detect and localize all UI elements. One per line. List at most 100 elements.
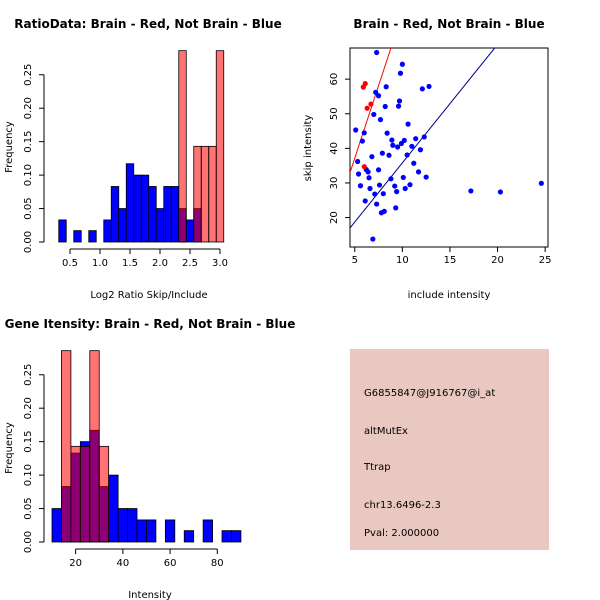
chart1-bar-brain-4 xyxy=(208,145,217,243)
scatter-point-not-brain-30 xyxy=(388,176,394,182)
chart1-bar-not-brain-14 xyxy=(163,186,172,243)
chart3-x-tick-label: 20 xyxy=(69,558,82,569)
scatter-point-not-brain-51 xyxy=(415,169,422,175)
chart1-bar-not-brain-11 xyxy=(140,174,150,243)
chart1-bar-not-brain-2 xyxy=(73,230,82,243)
chart1-y-tick-label: 0.15 xyxy=(23,131,34,153)
location-text: chr13.6496-2.3 xyxy=(364,500,441,511)
chart2-y-tick-label: 60 xyxy=(329,73,340,86)
chart1-bar-not-brain-8 xyxy=(118,208,127,243)
chart1-xlabel: Log2 Ratio Skip/Include xyxy=(90,290,207,301)
scatter-point-brain-4 xyxy=(361,164,367,170)
chart3-x-tick-label: 60 xyxy=(164,558,177,569)
chart1-bar-brain-0 xyxy=(178,50,187,243)
chart1-bar-brain-3 xyxy=(200,145,210,243)
scatter-point-not-brain-24 xyxy=(380,191,386,197)
scatter-point-not-brain-55 xyxy=(423,174,429,180)
scatter-point-not-brain-6 xyxy=(362,198,368,204)
scatter-point-not-brain-58 xyxy=(497,189,504,195)
chart1-y-tick-label: 0.05 xyxy=(23,197,34,219)
scatter-point-not-brain-53 xyxy=(419,86,425,92)
chart1-y-tick-label: 0.00 xyxy=(23,231,34,253)
chart2-x-tick-label: 25 xyxy=(539,255,552,266)
scatter-point-not-brain-37 xyxy=(395,103,402,109)
scatter-point-not-brain-42 xyxy=(400,174,406,181)
scatter-point-not-brain-17 xyxy=(374,49,380,56)
scatter-point-not-brain-12 xyxy=(370,236,376,242)
chart3-y-tick-label: 0.10 xyxy=(23,464,34,486)
chart3-x-tick-label: 80 xyxy=(211,558,224,569)
chart1-bar-not-brain-6 xyxy=(103,219,112,243)
chart1-x-tick-label: 3.0 xyxy=(212,258,228,269)
scatter-point-not-brain-11 xyxy=(369,154,375,160)
scatter-point-not-brain-32 xyxy=(390,142,396,148)
scatter-point-not-brain-20 xyxy=(376,182,383,188)
chart3-bar-not-brain-0 xyxy=(51,508,62,543)
chart1-bar-not-brain-17 xyxy=(185,219,195,243)
scatter-point-not-brain-45 xyxy=(404,152,410,158)
chart3-bar-brain-4 xyxy=(98,445,110,543)
chart1-title: RatioData: Brain - Red, Not Brain - Blue xyxy=(14,17,281,31)
chart2-y-tick-label: 20 xyxy=(329,211,340,224)
info-panel: G6855847@J916767@i_at altMutEx Ttrap chr… xyxy=(350,349,549,550)
chart1-bar-not-brain-10 xyxy=(133,174,142,243)
scatter-point-not-brain-54 xyxy=(421,134,427,140)
scatter-point-not-brain-49 xyxy=(411,160,417,166)
chart2-title: Brain - Red, Not Brain - Blue xyxy=(353,17,544,31)
scatter-point-not-brain-18 xyxy=(375,167,382,173)
chart2-xlabel: include intensity xyxy=(408,290,491,301)
scatter-point-not-brain-19 xyxy=(375,93,382,99)
scatter-point-not-brain-34 xyxy=(393,205,399,211)
scatter-point-not-brain-8 xyxy=(365,169,371,175)
scatter-point-not-brain-36 xyxy=(394,144,401,150)
scatter-point-not-brain-21 xyxy=(377,117,384,123)
chart3-y-tick-label: 0.00 xyxy=(23,531,34,553)
scatter-point-not-brain-52 xyxy=(417,147,424,153)
chart1-x-tick-label: 0.5 xyxy=(62,258,78,269)
event-type-text: altMutEx xyxy=(364,426,408,437)
chart3-bar-not-brain-12 xyxy=(164,519,176,543)
gene-intensity-histogram: Gene Itensity: Brain - Red, Not Brain - … xyxy=(4,317,295,600)
scatter-point-not-brain-56 xyxy=(426,83,432,90)
chart2-y-tick-label: 40 xyxy=(329,142,340,155)
scatter-point-not-brain-33 xyxy=(392,183,398,189)
chart3-y-tick-label: 0.05 xyxy=(23,497,34,519)
chart1-x-tick-label: 1.5 xyxy=(122,258,138,269)
chart2-x-tick-label: 15 xyxy=(444,255,457,266)
chart2-y-tick-label: 50 xyxy=(329,107,340,120)
scatter-point-not-brain-26 xyxy=(382,103,388,110)
scatter-point-not-brain-35 xyxy=(394,189,400,195)
chart3-title: Gene Itensity: Brain - Red, Not Brain - … xyxy=(5,317,296,331)
chart1-ylabel: Frequency xyxy=(4,121,15,173)
scatter-point-brain-2 xyxy=(364,105,370,111)
chart3-bar-brain-0 xyxy=(61,350,72,543)
scatter-point-not-brain-29 xyxy=(386,152,392,158)
probe-id-text: G6855847@J916767@i_at xyxy=(364,388,495,399)
chart1-x-tick-label: 1.0 xyxy=(92,258,108,269)
chart1-bar-not-brain-4 xyxy=(88,230,97,243)
chart3-bar-not-brain-16 xyxy=(202,519,213,543)
info-panel-background xyxy=(350,349,549,550)
chart2-x-tick-label: 20 xyxy=(491,255,504,266)
scatter-point-not-brain-16 xyxy=(374,201,380,207)
chart3-bar-not-brain-7 xyxy=(117,508,128,543)
chart1-bar-not-brain-0 xyxy=(58,219,67,243)
scatter-point-not-brain-59 xyxy=(538,180,544,186)
chart1-x-tick-label: 2.5 xyxy=(182,258,198,269)
scatter-point-not-brain-9 xyxy=(366,175,372,181)
chart3-bar-not-brain-14 xyxy=(183,530,195,543)
scatter-point-not-brain-28 xyxy=(384,130,390,136)
scatter-fit-line-brain-fit xyxy=(350,48,392,173)
chart3-y-tick-label: 0.25 xyxy=(23,364,34,386)
scatter-point-not-brain-38 xyxy=(396,98,403,104)
chart3-ylabel: Frequency xyxy=(4,422,15,474)
scatter-point-not-brain-39 xyxy=(397,70,404,76)
chart1-bar-brain-2 xyxy=(193,145,202,243)
scatter-point-not-brain-44 xyxy=(402,185,408,192)
scatter-plot-frame xyxy=(349,47,549,248)
chart1-x-tick-label: 2.0 xyxy=(152,258,168,269)
pval-text: Pval: 2.000000 xyxy=(364,528,439,539)
chart3-bar-not-brain-18 xyxy=(221,530,232,543)
scatter-point-not-brain-48 xyxy=(409,143,415,149)
